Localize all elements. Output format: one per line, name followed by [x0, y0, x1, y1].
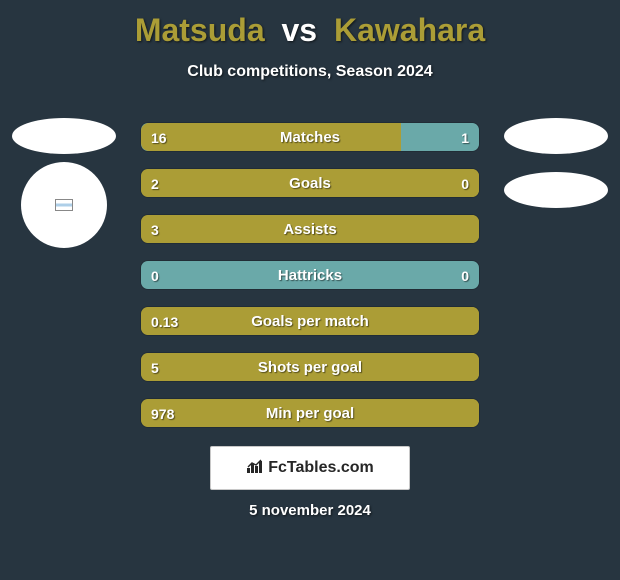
- logo-text: FcTables.com: [268, 459, 374, 477]
- title-player1: Matsuda: [135, 12, 265, 48]
- player2-club-badge: [504, 118, 608, 154]
- stat-label: Min per goal: [141, 399, 479, 427]
- stat-label: Goals: [141, 169, 479, 197]
- stat-label: Goals per match: [141, 307, 479, 335]
- stat-label: Hattricks: [141, 261, 479, 289]
- date-label: 5 november 2024: [0, 502, 620, 519]
- stat-label: Shots per goal: [141, 353, 479, 381]
- chart-icon: [246, 458, 264, 479]
- stat-row: 3Assists: [140, 214, 480, 244]
- stat-right-value: 1: [461, 123, 469, 151]
- fctables-logo: FcTables.com: [210, 446, 410, 490]
- player1-photo: [21, 162, 107, 248]
- title-vs: vs: [282, 12, 318, 48]
- stat-row: 2Goals0: [140, 168, 480, 198]
- stat-right-value: 0: [461, 261, 469, 289]
- stat-row: 0Hattricks0: [140, 260, 480, 290]
- stat-label: Matches: [141, 123, 479, 151]
- stat-row: 5Shots per goal: [140, 352, 480, 382]
- page-title: Matsuda vs Kawahara: [0, 0, 620, 49]
- stat-label: Assists: [141, 215, 479, 243]
- player1-avatars: [8, 118, 120, 248]
- player2-photo: [504, 172, 608, 208]
- player1-flag-icon: [55, 199, 73, 211]
- stat-row: 16Matches1: [140, 122, 480, 152]
- stat-row: 0.13Goals per match: [140, 306, 480, 336]
- player1-club-badge: [12, 118, 116, 154]
- subtitle: Club competitions, Season 2024: [0, 63, 620, 81]
- stats-bars: 16Matches12Goals03Assists0Hattricks00.13…: [140, 122, 480, 444]
- stat-row: 978Min per goal: [140, 398, 480, 428]
- stat-right-value: 0: [461, 169, 469, 197]
- player2-avatars: [500, 118, 612, 208]
- title-player2: Kawahara: [334, 12, 485, 48]
